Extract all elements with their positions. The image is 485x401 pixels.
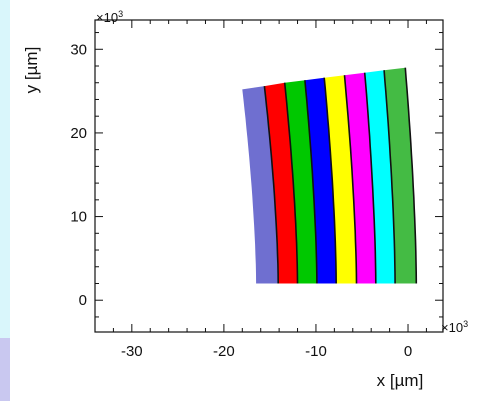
strip-edge-line-5 xyxy=(343,75,358,284)
y-tick-label: 10 xyxy=(70,209,87,226)
strip-6 xyxy=(344,72,376,284)
y-axis-multiplier: ×103 xyxy=(96,9,123,25)
x-multiplier-base: ×10 xyxy=(441,320,463,335)
x-tick-label: 0 xyxy=(404,343,412,360)
strip-edge-line-6 xyxy=(363,72,377,284)
x-multiplier-exponent: 3 xyxy=(463,319,468,329)
strip-edge-line-1 xyxy=(263,86,279,284)
y-axis-label: y [µm] xyxy=(22,47,41,94)
y-tick-label: 30 xyxy=(70,41,87,58)
y-multiplier-base: ×10 xyxy=(96,10,118,25)
strip-edges-layer xyxy=(263,67,418,284)
strip-edge-line-8 xyxy=(404,67,418,284)
plot-frame xyxy=(94,19,444,333)
x-axis-multiplier: ×103 xyxy=(441,319,468,335)
left-edge-band xyxy=(0,0,10,401)
x-axis-label: x [µm] xyxy=(377,371,424,390)
y-tick-label: 0 xyxy=(79,292,87,309)
y-tick-label: 20 xyxy=(70,125,87,142)
left-edge-band-lower xyxy=(0,338,10,401)
ticks-layer xyxy=(94,20,443,332)
x-tick-label: -20 xyxy=(213,343,235,360)
x-tick-label: -30 xyxy=(121,343,143,360)
strips-layer xyxy=(242,67,417,284)
strip-edge-line-7 xyxy=(383,70,396,284)
strip-edge-line-4 xyxy=(323,77,337,284)
strip-edge-line-2 xyxy=(283,82,299,284)
strip-8 xyxy=(384,67,417,284)
y-multiplier-exponent: 3 xyxy=(118,9,123,19)
tick-labels-layer: -30 -20 -10 0 0 10 20 30 xyxy=(70,41,412,360)
strip-edge-line-3 xyxy=(304,80,318,284)
x-tick-label: -10 xyxy=(305,343,327,360)
